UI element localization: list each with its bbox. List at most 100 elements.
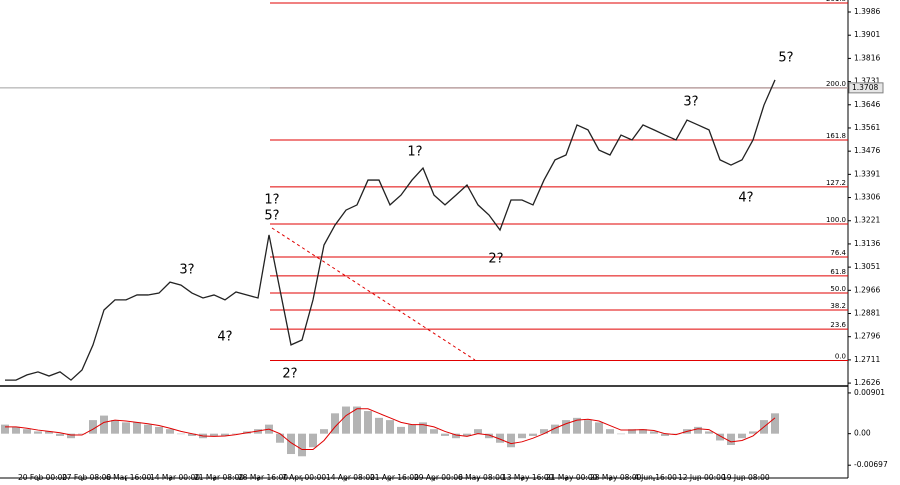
x-tick-label: 27 Feb 08:00 <box>62 473 111 482</box>
macd-bar <box>639 429 647 434</box>
macd-bar <box>89 420 97 434</box>
macd-bar <box>540 429 548 434</box>
macd-y-tick-label: 0.00 <box>854 429 871 438</box>
macd-bar <box>1 424 9 434</box>
y-tick-label: 1.3306 <box>854 193 880 202</box>
macd-bar <box>474 429 482 434</box>
macd-bar <box>276 433 284 443</box>
macd-bar <box>166 429 174 434</box>
macd-bar <box>210 433 218 436</box>
macd-bar <box>144 424 152 434</box>
macd-bar <box>342 406 350 434</box>
macd-bar <box>584 420 592 434</box>
macd-bar <box>771 413 779 434</box>
macd-bar <box>562 420 570 434</box>
macd-bar <box>23 429 31 434</box>
x-tick-label: 21 May 00:00 <box>546 473 598 482</box>
y-tick-label: 1.2711 <box>854 355 880 364</box>
macd-bar <box>507 433 515 448</box>
fib-label: 38.2 <box>830 302 846 310</box>
macd-bar <box>672 433 680 435</box>
macd-bar <box>573 417 581 434</box>
y-tick-label: 1.2626 <box>854 378 880 387</box>
wave-label: 2? <box>282 367 297 382</box>
y-tick-label: 1.2796 <box>854 332 880 341</box>
macd-bar <box>232 433 240 435</box>
fib-label: 0.0 <box>835 352 846 360</box>
macd-bar <box>331 413 339 434</box>
macd-bar <box>155 426 163 434</box>
macd-bar <box>496 433 504 443</box>
macd-bar <box>397 426 405 434</box>
y-tick-label: 1.3816 <box>854 53 880 62</box>
y-tick-label: 1.3646 <box>854 100 880 109</box>
macd-bar <box>353 406 361 434</box>
macd-bar <box>595 422 603 434</box>
macd-bar <box>419 422 427 434</box>
x-tick-label: 28 Mar 16:00 <box>238 473 288 482</box>
wave-label: 2? <box>488 252 503 267</box>
y-tick-label: 1.3561 <box>854 123 880 132</box>
macd-bar <box>661 433 669 436</box>
macd-bar <box>551 424 559 434</box>
macd-bar <box>111 420 119 434</box>
y-tick-label: 1.2966 <box>854 285 880 294</box>
macd-bar <box>485 433 493 439</box>
fib-label: 61.8 <box>830 268 846 276</box>
y-tick-label: 1.3986 <box>854 7 880 16</box>
macd-bar <box>67 433 75 439</box>
macd-bar <box>188 433 196 436</box>
wave-label: 3? <box>179 263 194 278</box>
macd-bar <box>727 433 735 445</box>
macd-bar <box>12 426 20 434</box>
y-tick-label: 1.2881 <box>854 309 880 318</box>
x-tick-label: 4 Jun 16:00 <box>634 473 677 482</box>
y-tick-label: 1.3136 <box>854 239 880 248</box>
macd-bar <box>221 433 229 436</box>
macd-bar <box>320 429 328 434</box>
macd-bar <box>650 431 658 434</box>
macd-y-tick-label: -0.00697 <box>854 460 888 469</box>
fib-label: 50.0 <box>830 285 846 293</box>
fib-label: 200.0 <box>826 80 846 88</box>
current-price-box <box>848 82 884 94</box>
macd-bar <box>100 415 108 434</box>
macd-bar <box>309 433 317 448</box>
macd-bar <box>617 433 625 435</box>
macd-bar <box>529 433 537 436</box>
macd-bar <box>177 433 185 435</box>
x-tick-label: 12 Jun 00:00 <box>678 473 726 482</box>
macd-bar <box>716 433 724 441</box>
x-tick-label: 21 Apr 16:00 <box>370 473 419 482</box>
macd-bar <box>705 431 713 434</box>
macd-y-tick-label: 0.00901 <box>854 388 885 397</box>
macd-bar <box>738 433 746 439</box>
x-tick-label: 14 Mar 00:00 <box>150 473 200 482</box>
macd-bar <box>628 429 636 434</box>
x-tick-label: 7 Apr 00:00 <box>282 473 326 482</box>
current-price-label: 1.3708 <box>852 83 878 92</box>
x-tick-label: 19 Jun 08:00 <box>722 473 770 482</box>
macd-bar <box>375 417 383 434</box>
wave-label: 4? <box>217 330 232 345</box>
trend-line <box>271 227 476 361</box>
x-tick-label: 14 Apr 08:00 <box>326 473 375 482</box>
macd-bar <box>463 433 471 436</box>
wave-label: 1? <box>407 145 422 160</box>
macd-bar <box>298 433 306 457</box>
macd-bar <box>78 433 86 435</box>
fib-label: 23.6 <box>830 321 846 329</box>
macd-bar <box>122 422 130 434</box>
macd-bar <box>408 424 416 434</box>
price-line <box>5 79 776 381</box>
x-tick-label: 20 Feb 00:00 <box>18 473 67 482</box>
x-tick-label: 21 Mar 08:00 <box>194 473 244 482</box>
y-tick-label: 1.3051 <box>854 262 880 271</box>
macd-bar <box>133 422 141 434</box>
macd-bar <box>34 431 42 434</box>
x-tick-label: 28 May 08:00 <box>590 473 642 482</box>
macd-bar <box>694 426 702 434</box>
x-tick-label: 13 May 16:00 <box>502 473 554 482</box>
